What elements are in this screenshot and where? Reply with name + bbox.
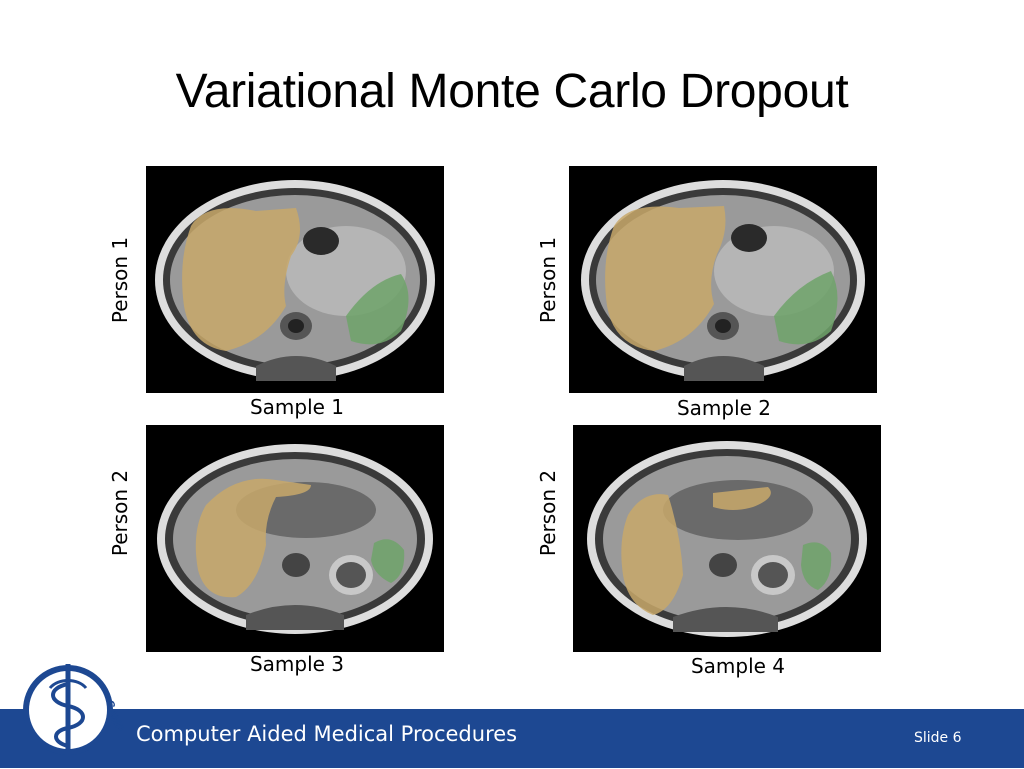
mri-scan-sample-3: [146, 425, 444, 652]
caption-sample-4: Sample 4: [690, 654, 786, 678]
footer-institution: Computer Aided Medical Procedures: [136, 722, 518, 746]
slide-number: Slide 6: [914, 730, 962, 746]
row-label-person-1b: Person 1: [536, 236, 560, 324]
slide-title: Variational Monte Carlo Dropout: [175, 65, 849, 118]
row-label-person-2a: Person 2: [108, 469, 132, 557]
caption-sample-1: Sample 1: [249, 395, 345, 419]
caption-sample-2: Sample 2: [676, 396, 772, 420]
row-label-person-2b: Person 2: [536, 469, 560, 557]
caption-sample-3: Sample 3: [249, 652, 345, 676]
camp-logo: CAMP: [18, 654, 128, 764]
row-label-person-1a: Person 1: [108, 236, 132, 324]
mri-scan-sample-2: [569, 166, 877, 393]
mri-scan-sample-4: [573, 425, 881, 652]
mri-scan-sample-1: [146, 166, 444, 393]
footer-bar: [0, 709, 1024, 768]
